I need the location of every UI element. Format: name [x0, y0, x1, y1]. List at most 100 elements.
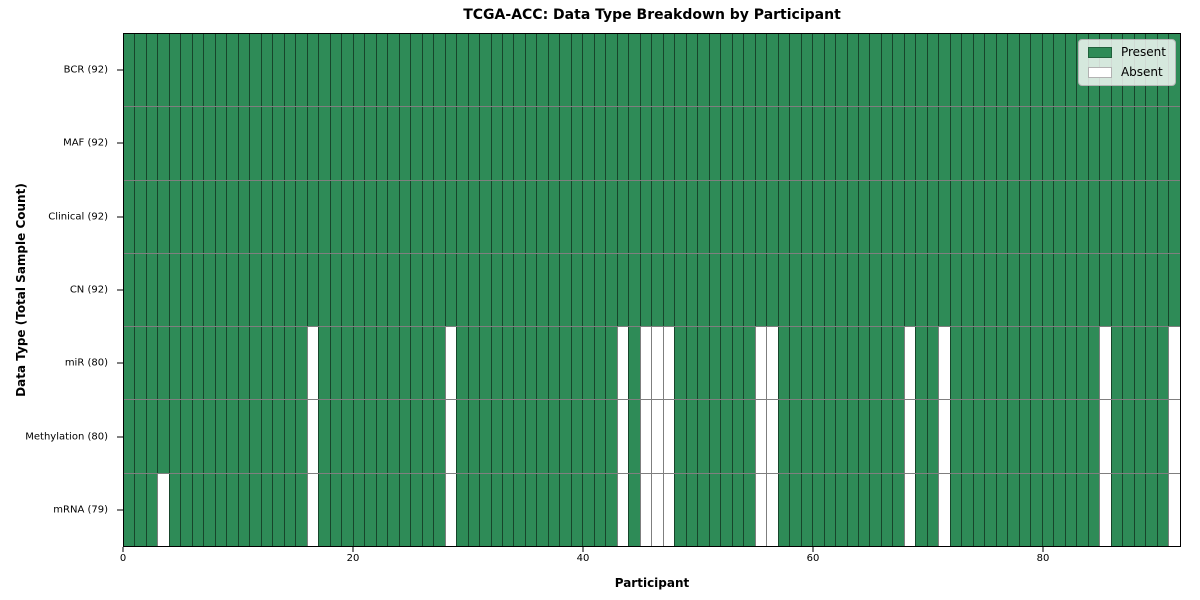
- y-tick-mark: [117, 216, 123, 218]
- heatmap-cell: [593, 253, 606, 327]
- heatmap-cell: [926, 107, 939, 180]
- heatmap-cell: [398, 253, 411, 327]
- heatmap-cell: [766, 180, 778, 253]
- heatmap-cell: [662, 107, 675, 180]
- heatmap-cell: [398, 107, 411, 180]
- heatmap-cell: [616, 327, 629, 400]
- heatmap-cell: [628, 473, 640, 546]
- heatmap-cell: [226, 400, 238, 473]
- heatmap-cell: [880, 107, 893, 180]
- heatmap-cell: [398, 473, 411, 546]
- heatmap-cell: [823, 180, 836, 253]
- heatmap-cell: [766, 400, 778, 473]
- heatmap-cell: [880, 327, 893, 400]
- heatmap-cell: [777, 107, 790, 180]
- heatmap-cell: [674, 473, 686, 546]
- heatmap-cell: [892, 180, 904, 253]
- heatmap-cell: [375, 180, 388, 253]
- heatmap-cell: [616, 34, 629, 107]
- heatmap-cell: [168, 253, 181, 327]
- heatmap-cell: [1018, 180, 1031, 253]
- heatmap-cell: [214, 327, 227, 400]
- heatmap-cell: [639, 400, 652, 473]
- y-tick-mark: [117, 142, 123, 144]
- heatmap-cell: [306, 107, 319, 180]
- heatmap-cell: [1099, 473, 1111, 546]
- heatmap-cell: [433, 253, 445, 327]
- heatmap-cell: [812, 107, 824, 180]
- heatmap-cell: [777, 473, 790, 546]
- heatmap-cell: [1156, 327, 1169, 400]
- heatmap-cell: [226, 253, 238, 327]
- heatmap-cell: [961, 107, 973, 180]
- heatmap-cell: [214, 180, 227, 253]
- heatmap-cell: [593, 107, 606, 180]
- heatmap-cell: [306, 34, 319, 107]
- heatmap-cell: [789, 107, 801, 180]
- heatmap-cell: [272, 107, 284, 180]
- heatmap-cell: [1018, 253, 1031, 327]
- heatmap-cell: [559, 253, 571, 327]
- heatmap-cell: [421, 107, 434, 180]
- heatmap-cell: [456, 473, 468, 546]
- heatmap-cell: [731, 473, 744, 546]
- heatmap-cell: [490, 180, 502, 253]
- heatmap-cell: [421, 180, 434, 253]
- heatmap-cell: [145, 400, 158, 473]
- heatmap-cell: [926, 473, 939, 546]
- heatmap-cell: [1076, 107, 1088, 180]
- heatmap-cell: [926, 180, 939, 253]
- heatmap-cell: [858, 327, 870, 400]
- heatmap-cell: [812, 400, 824, 473]
- heatmap-cell: [743, 253, 755, 327]
- heatmap-cell: [145, 180, 158, 253]
- heatmap-cell: [295, 180, 307, 253]
- heatmap-cell: [433, 107, 445, 180]
- heatmap-cell: [754, 473, 767, 546]
- heatmap-cell: [306, 327, 319, 400]
- heatmap-cell: [938, 253, 950, 327]
- heatmap-cell: [1053, 34, 1065, 107]
- heatmap-cell: [972, 34, 985, 107]
- x-tick-label-40: 40: [576, 553, 590, 564]
- heatmap-cell: [869, 327, 881, 400]
- heatmap-cell: [869, 253, 881, 327]
- heatmap-cell: [961, 327, 973, 400]
- heatmap-cell: [295, 400, 307, 473]
- heatmap-cell: [697, 107, 709, 180]
- heatmap-cell: [410, 400, 422, 473]
- heatmap-cell: [1168, 107, 1180, 180]
- heatmap-cell: [582, 473, 594, 546]
- heatmap-cell: [892, 34, 904, 107]
- heatmap-cell: [1087, 473, 1100, 546]
- heatmap-cell: [628, 253, 640, 327]
- heatmap-cell: [858, 253, 870, 327]
- heatmap-cell: [559, 327, 571, 400]
- heatmap-cell: [731, 107, 744, 180]
- heatmap-cell: [1145, 180, 1157, 253]
- heatmap-cell: [559, 34, 571, 107]
- heatmap-cell: [570, 180, 583, 253]
- heatmap-cell: [237, 180, 250, 253]
- y-tick-mark: [117, 362, 123, 364]
- heatmap-cell: [880, 473, 893, 546]
- heatmap-cell: [915, 253, 927, 327]
- heatmap-cell: [731, 180, 744, 253]
- heatmap-cell: [444, 327, 457, 400]
- heatmap-cell: [214, 253, 227, 327]
- heatmap-cell: [157, 327, 169, 400]
- heatmap-cell: [1122, 253, 1134, 327]
- heatmap-cell: [501, 473, 514, 546]
- heatmap-cell: [754, 34, 767, 107]
- heatmap-cell: [593, 34, 606, 107]
- heatmap-cell: [616, 107, 629, 180]
- heatmap-cell: [318, 253, 330, 327]
- heatmap-cell: [1168, 473, 1180, 546]
- heatmap-cell: [812, 473, 824, 546]
- legend-label-present: Present: [1120, 45, 1166, 59]
- heatmap-cell: [191, 107, 204, 180]
- heatmap-cell: [295, 107, 307, 180]
- heatmap-cell: [731, 400, 744, 473]
- heatmap-cell: [524, 253, 537, 327]
- heatmap-cell: [938, 473, 950, 546]
